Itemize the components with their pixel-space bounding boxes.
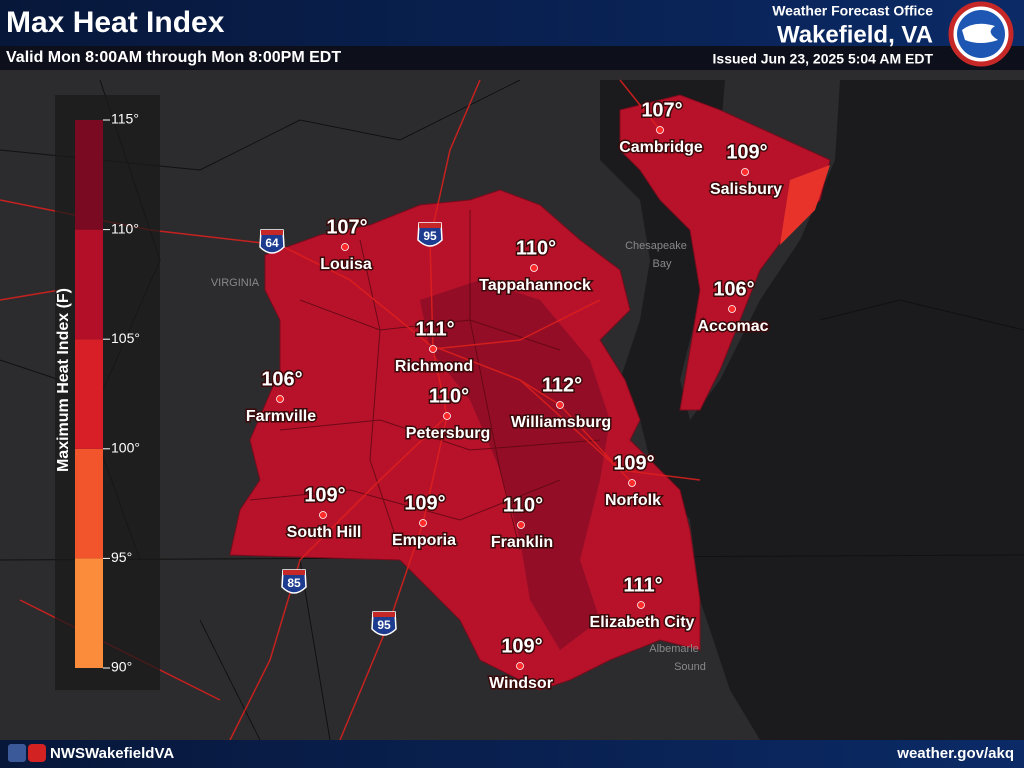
city-marker	[341, 243, 349, 251]
city-name: Williamsburg	[511, 414, 611, 431]
city-name: Farmville	[246, 408, 316, 425]
city-value: 109°	[726, 141, 767, 163]
heat-core	[420, 280, 610, 650]
title: Max Heat Index	[6, 6, 225, 39]
city-marker	[556, 401, 564, 409]
legend-tick-label: 110°	[111, 220, 139, 236]
city-value: 111°	[415, 318, 454, 340]
shield-top	[373, 612, 395, 617]
heat-region-shore	[619, 94, 831, 411]
city-value: 109°	[613, 452, 654, 474]
city-marker	[656, 126, 664, 134]
city-value: 109°	[501, 635, 542, 657]
legend-tick-label: 95°	[111, 549, 132, 565]
city-value: 107°	[641, 99, 682, 121]
legend-bin	[75, 558, 103, 668]
shield-label: 95	[423, 229, 437, 243]
city-marker	[728, 305, 736, 313]
legend-bin	[75, 120, 103, 230]
subtitle: Valid Mon 8:00AM through Mon 8:00PM EDT	[6, 49, 341, 66]
legend-tick-label: 105°	[111, 330, 140, 346]
region-lines	[249, 210, 601, 551]
city-marker	[517, 521, 525, 529]
office-label: Weather Forecast Office	[772, 3, 933, 19]
header-bar	[0, 0, 1024, 46]
city-name: Tappahannock	[479, 277, 591, 294]
city-name: South Hill	[287, 524, 362, 541]
city-marker	[419, 519, 427, 527]
city-value: 109°	[404, 492, 445, 514]
city-name: Salisbury	[710, 181, 782, 198]
city-marker	[637, 601, 645, 609]
nws-logo	[948, 1, 1014, 67]
shield	[281, 569, 307, 594]
shield-label: 95	[377, 618, 391, 632]
shield	[371, 611, 397, 636]
shield-top	[261, 230, 283, 235]
city-name: Richmond	[395, 358, 473, 375]
city-name: Norfolk	[605, 492, 661, 509]
map-label: Chesapeake	[625, 240, 687, 252]
social-handle[interactable]: NWSWakefieldVA	[50, 745, 174, 762]
map-labels: VIRGINIA Chesapeake Bay Albemarle Sound	[211, 240, 706, 673]
facebook-icon	[8, 744, 26, 762]
city-value: 111°	[623, 574, 662, 596]
city-value: 106°	[261, 368, 302, 390]
city-marker	[319, 511, 327, 519]
city-value: 112°	[542, 374, 582, 396]
legend-bin	[75, 448, 103, 559]
city-name: Petersburg	[406, 425, 490, 442]
city-marker	[530, 264, 538, 272]
map-label: Albemarle	[649, 643, 699, 655]
city-name: Cambridge	[619, 139, 703, 156]
map-label: VIRGINIA	[211, 277, 260, 289]
footer-bar	[0, 740, 1024, 768]
city-marker	[741, 168, 749, 176]
shield	[259, 229, 285, 254]
city-value: 110°	[503, 494, 543, 516]
legend-tick-label: 115°	[111, 111, 139, 127]
city-marker	[516, 662, 524, 670]
shields: 64 95 85 95	[259, 222, 443, 636]
legend-tick-label: 100°	[111, 440, 140, 456]
city-marker	[628, 479, 636, 487]
city-name: Franklin	[491, 534, 553, 551]
issued: Issued Jun 23, 2025 5:04 AM EDT	[713, 51, 934, 67]
legend: 90° 95° 100° 105° 110° 115°	[75, 111, 140, 675]
city-value: 106°	[713, 278, 754, 300]
city-name: Emporia	[392, 532, 456, 549]
shield-label: 64	[265, 236, 279, 250]
legend-panel	[55, 95, 160, 690]
city-name: Louisa	[320, 256, 372, 273]
city-marker	[429, 345, 437, 353]
city-value: 107°	[326, 216, 367, 238]
city-value: 110°	[516, 237, 556, 259]
city-name: Windsor	[489, 675, 553, 692]
legend-bin	[75, 339, 103, 449]
website[interactable]: weather.gov/akq	[896, 745, 1014, 762]
shield-label: 85	[287, 576, 301, 590]
city-value: 110°	[429, 385, 469, 407]
legend-tick-label: 90°	[111, 659, 132, 675]
legend-bin	[75, 229, 103, 340]
cities: 107° Cambridge 109° Salisbury 107° Louisa 110°…	[244, 98, 783, 694]
youtube-icon	[28, 744, 46, 762]
shield-top	[283, 570, 305, 575]
map-label: Sound	[674, 661, 706, 673]
city-marker	[443, 412, 451, 420]
subtitle-bar	[0, 46, 1024, 70]
heat-region	[229, 189, 701, 691]
city-marker	[276, 395, 284, 403]
city-value: 109°	[304, 484, 345, 506]
office: Wakefield, VA	[777, 21, 933, 48]
city-name: Accomac	[697, 318, 768, 335]
shield-top	[419, 223, 441, 228]
shield	[417, 222, 443, 247]
map-label: Bay	[653, 258, 672, 270]
heat-edge	[780, 165, 830, 245]
city-name: Elizabeth City	[590, 614, 695, 631]
legend-title: Maximum Heat Index (F)	[55, 288, 72, 472]
